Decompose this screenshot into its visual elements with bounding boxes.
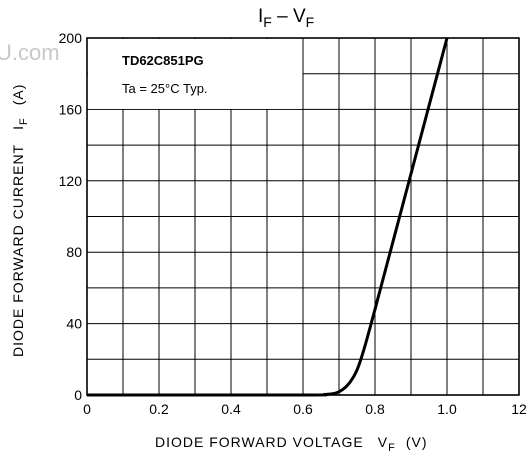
x-tick-label: 0.6 <box>293 401 313 417</box>
x-tick-label: 1.0 <box>437 401 457 417</box>
y-tick-label: 80 <box>66 244 82 260</box>
device-annotation: TD62C851PG <box>122 53 204 68</box>
y-tick-labels: 0 40 80 120 160 200 <box>59 30 83 403</box>
x-tick-label: 0.2 <box>149 401 169 417</box>
x-tick-labels: 0 0.2 0.4 0.6 0.8 1.0 12 <box>83 401 527 417</box>
x-tick-label: 12 <box>511 401 527 417</box>
y-tick-label: 40 <box>66 316 82 332</box>
y-tick-label: 120 <box>59 173 83 189</box>
annotation-box <box>88 39 303 109</box>
y-tick-label: 200 <box>59 30 83 46</box>
grid <box>87 38 519 395</box>
x-axis-label: DIODE FORWARD VOLTAGE VF (V) <box>155 434 427 454</box>
watermark: U.com <box>0 40 60 65</box>
x-tick-label: 0.8 <box>365 401 385 417</box>
chart-title: IF – VF <box>258 6 314 30</box>
x-tick-label: 0 <box>83 401 91 417</box>
y-tick-label: 160 <box>59 101 83 117</box>
y-axis-label: DIODE FORWARD CURRENTIF(A) <box>10 84 30 357</box>
x-tick-label: 0.4 <box>221 401 241 417</box>
forward-characteristic-curve <box>86 37 449 397</box>
y-tick-label: 0 <box>74 387 82 403</box>
condition-annotation: Ta = 25°C Typ. <box>122 81 208 96</box>
